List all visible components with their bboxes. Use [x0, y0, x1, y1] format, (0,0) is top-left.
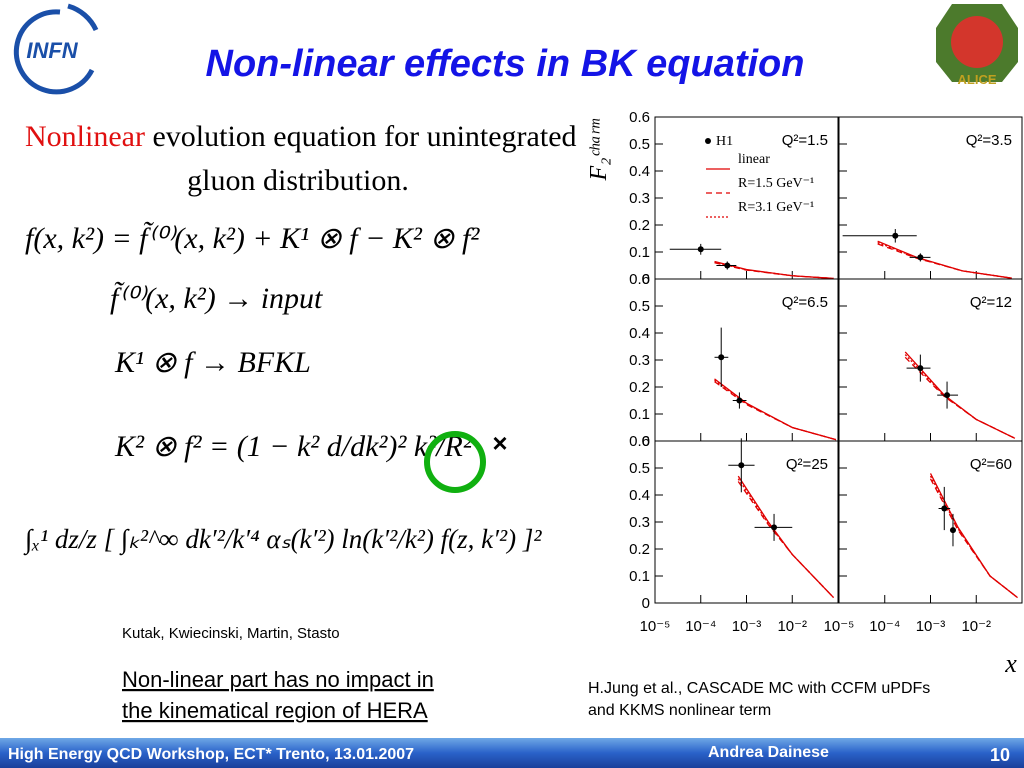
- intro-line: gluon distribution.: [187, 164, 409, 197]
- panel-label: Q²=12: [970, 294, 1012, 311]
- legend-label: linear: [738, 152, 770, 167]
- y-tick-label: 0.5: [629, 460, 650, 477]
- y-tick-label: 0.1: [629, 244, 650, 261]
- panel-label: Q²=3.5: [966, 132, 1012, 149]
- curve: [877, 240, 1012, 279]
- curve: [714, 262, 834, 280]
- logo-text: INFN: [26, 38, 78, 63]
- y-tick-label: 0: [642, 595, 650, 612]
- y-tick-label: 0.3: [629, 352, 650, 369]
- data-point: [724, 262, 731, 269]
- y-tick-label: 0.2: [629, 217, 650, 234]
- curve: [737, 478, 835, 599]
- authors: Kutak, Kwiecinski, Martin, Stasto: [122, 625, 340, 642]
- equation: f(x, k²) = f̃⁽⁰⁾(x, k²) + K¹ ⊗ f − K² ⊗ …: [25, 222, 480, 255]
- curve: [714, 379, 837, 441]
- x-tick-label: 10⁻⁴: [869, 618, 900, 635]
- y-tick-label: 0.4: [629, 487, 650, 504]
- conclusion: the kinematical region of HERA: [122, 698, 428, 723]
- x-tick-label: 10⁻²: [961, 618, 991, 635]
- equation: f̃⁽⁰⁾(x, k²) → input: [110, 282, 323, 315]
- cross-mark: ×: [492, 428, 507, 458]
- x-tick-label: 10⁻⁵: [640, 618, 671, 635]
- curve: [904, 351, 1016, 439]
- y-tick-label: 0.4: [629, 163, 650, 180]
- curve: [904, 354, 1016, 439]
- figure: F₂ᶜʰᵃʳᵐ x 0 0.1 0.2 0.3 0.4 0.5 0.6 Q²=1.5 Q²=3.…: [586, 109, 1023, 678]
- x-tick-label: 10⁻³: [732, 618, 762, 635]
- y-tick-label: 0.6: [629, 433, 650, 450]
- curve: [714, 378, 837, 441]
- intro-line: Nonlinear evolution equation for uninteg…: [25, 120, 577, 153]
- y-axis-label: F₂ᶜʰᵃʳᵐ: [586, 119, 612, 182]
- infn-logo: INFN: [13, 3, 99, 95]
- y-tick-label: 0.5: [629, 298, 650, 315]
- data-point: [718, 354, 725, 361]
- y-tick-label: 0: [642, 271, 650, 288]
- curve: [714, 260, 834, 280]
- y-tick-label: 0.6: [629, 109, 650, 126]
- y-tick-label: 0.5: [629, 136, 650, 153]
- data-point: [917, 254, 924, 261]
- data-point: [771, 524, 778, 531]
- data-point: [949, 527, 956, 534]
- data-point: [892, 232, 899, 239]
- conclusion: Non-linear part has no impact in: [122, 667, 434, 692]
- logo-text: ALICE: [958, 72, 997, 87]
- curve: [929, 473, 1018, 599]
- footer-bar: [0, 738, 1024, 768]
- reference: H.Jung et al., CASCADE MC with CCFM uPDF…: [588, 680, 930, 697]
- data-point: [738, 462, 745, 469]
- x-axis-label: x: [1004, 649, 1017, 678]
- data-point: [941, 505, 948, 512]
- panel-label: Q²=25: [786, 456, 828, 473]
- data-point: [917, 365, 924, 372]
- alice-logo: ALICE: [936, 4, 1018, 87]
- page-number: 10: [990, 745, 1010, 765]
- curve: [714, 261, 834, 280]
- panel-label: Q²=1.5: [782, 132, 828, 149]
- curve: [714, 381, 837, 441]
- y-tick-label: 0: [642, 433, 650, 450]
- panel-label: Q²=6.5: [782, 294, 828, 311]
- footer-author: Andrea Dainese: [708, 744, 829, 761]
- equation: K² ⊗ f² = (1 − k² d/dk²)² k²/R²: [114, 430, 473, 463]
- panel-label: Q²=60: [970, 456, 1012, 473]
- y-tick-label: 0.2: [629, 541, 650, 558]
- footer-event: High Energy QCD Workshop, ECT* Trento, 1…: [8, 746, 414, 763]
- x-tick-label: 10⁻⁴: [685, 618, 716, 635]
- curve: [877, 241, 1012, 279]
- x-tick-label: 10⁻⁵: [824, 618, 855, 635]
- curve: [929, 475, 1018, 599]
- legend-marker: [705, 138, 711, 144]
- curve: [929, 478, 1018, 599]
- reference: and KKMS nonlinear term: [588, 702, 771, 719]
- legend-label: R=1.5 GeV⁻¹: [738, 176, 814, 191]
- x-tick-label: 10⁻²: [777, 618, 807, 635]
- data-point: [697, 246, 704, 253]
- y-tick-label: 0.3: [629, 514, 650, 531]
- y-tick-label: 0.1: [629, 406, 650, 423]
- y-tick-label: 0.4: [629, 325, 650, 342]
- intro-text: evolution equation for unintegrated: [152, 120, 576, 153]
- data-point: [736, 397, 743, 404]
- equation: K¹ ⊗ f → BFKL: [114, 346, 311, 379]
- legend-label: H1: [716, 134, 733, 149]
- y-tick-label: 0.6: [629, 271, 650, 288]
- y-tick-label: 0.3: [629, 190, 650, 207]
- data-point: [944, 392, 951, 399]
- legend-label: R=3.1 GeV⁻¹: [738, 200, 814, 215]
- curve: [737, 475, 835, 599]
- x-tick-label: 10⁻³: [916, 618, 946, 635]
- y-tick-label: 0.1: [629, 568, 650, 585]
- highlight-circle: [424, 431, 486, 493]
- highlight: Nonlinear: [25, 120, 145, 153]
- y-tick-label: 0.2: [629, 379, 650, 396]
- slide-title: Non-linear effects in BK equation: [206, 43, 805, 85]
- equation: ∫ₓ¹ dz/z [ ∫ₖ²^∞ dk′²/k′⁴ αₛ(k′²) ln(k′²…: [23, 524, 542, 556]
